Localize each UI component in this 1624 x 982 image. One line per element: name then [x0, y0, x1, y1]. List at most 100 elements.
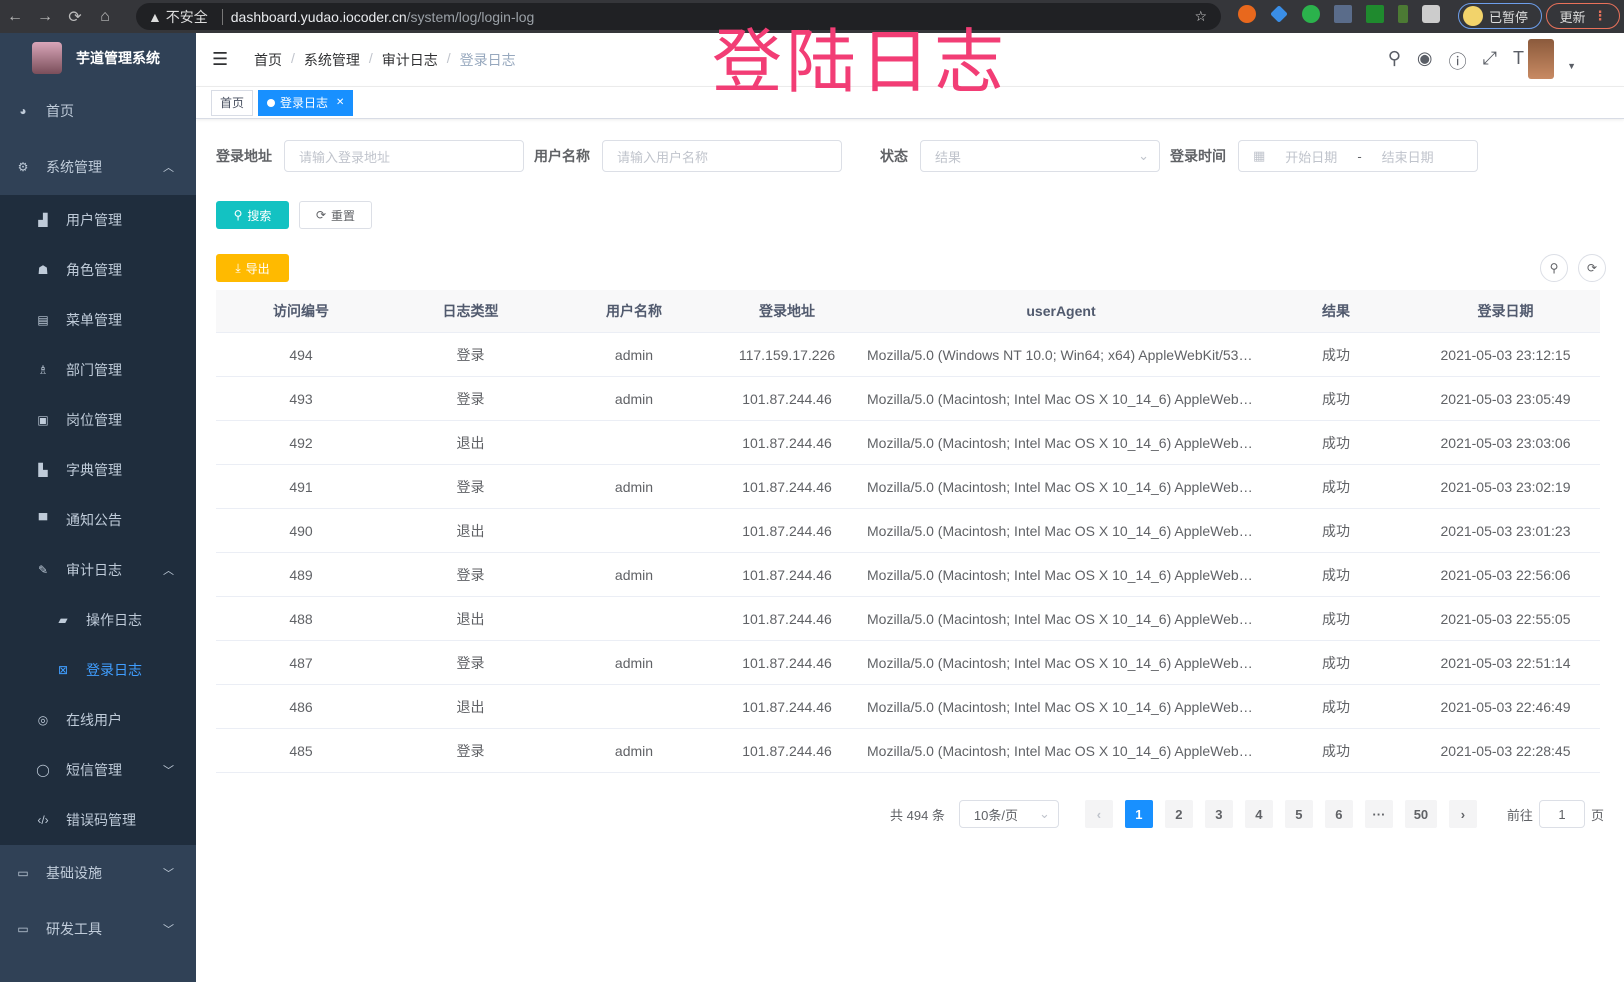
sidebar-item-login-log[interactable]: ⊠ 登录日志: [0, 645, 196, 695]
next-page-button[interactable]: ›: [1448, 800, 1477, 828]
github-icon[interactable]: ◉: [1416, 48, 1433, 68]
extension-icon[interactable]: [1302, 5, 1320, 23]
chevron-down-icon: ⌄: [1039, 806, 1050, 821]
page-button[interactable]: 4: [1244, 800, 1273, 828]
table-cell: 2021-05-03 22:46:49: [1440, 698, 1571, 715]
sidebar-item-dept[interactable]: ♗ 部门管理: [0, 345, 196, 395]
back-icon[interactable]: ←: [7, 7, 23, 25]
sidebar-item-home[interactable]: ◕ 首页: [0, 83, 196, 139]
table-row: 487 登录 admin 101.87.244.46 Mozilla/5.0 (Maci…: [216, 641, 1600, 685]
hamburger-icon[interactable]: ☰: [212, 49, 229, 69]
search-button[interactable]: ⚲ 搜索: [216, 201, 289, 229]
sidebar-item-operate-log[interactable]: ▰ 操作日志: [0, 595, 196, 645]
address-bar[interactable]: ▲ 不安全 dashboard.yudao.iocoder.cn/system/…: [136, 3, 1221, 30]
extension-icon[interactable]: [1398, 5, 1408, 23]
forward-icon[interactable]: →: [37, 7, 53, 25]
page-button[interactable]: 5: [1284, 800, 1313, 828]
username-input[interactable]: 请输入用户名称: [602, 140, 842, 172]
more-pages-button[interactable]: ···: [1364, 800, 1393, 828]
breadcrumb-item[interactable]: 审计日志: [381, 51, 438, 68]
fullscreen-icon[interactable]: ⤢: [1482, 48, 1497, 68]
sidebar-item-error-code[interactable]: ‹/› 错误码管理: [0, 795, 196, 845]
sidebar-item-menu[interactable]: ▤ 菜单管理: [0, 295, 196, 345]
profile-button[interactable]: 已暂停: [1458, 3, 1542, 29]
table-row: 489 登录 admin 101.87.244.46 Mozilla/5.0 (Maci…: [216, 553, 1600, 597]
search-icon[interactable]: ⚲: [1387, 48, 1401, 68]
table-cell: Mozilla/5.0 (Windows NT 10.0; Win64; x64…: [867, 346, 1261, 363]
table-cell: 2021-05-03 23:03:06: [1440, 434, 1571, 451]
logo-title: 芋道管理系统: [76, 50, 160, 66]
extension-icon[interactable]: [1238, 5, 1256, 23]
table-header: 访问编号 日志类型 用户名称 登录地址 userAgent 结果 登录日期: [216, 290, 1600, 333]
breadcrumb-item[interactable]: 首页: [254, 51, 282, 68]
sidebar-item-dict[interactable]: ▙ 字典管理: [0, 445, 196, 495]
placeholder: 请输入登录地址: [299, 149, 391, 165]
profile-status: 已暂停: [1489, 9, 1529, 25]
bookmark-star-icon[interactable]: ☆: [1194, 8, 1207, 24]
chevron-up-icon: ︿: [163, 162, 174, 174]
extension-icon[interactable]: [1334, 5, 1352, 23]
logo[interactable]: 芋道管理系统: [0, 33, 196, 83]
extension-icon[interactable]: [1366, 5, 1384, 23]
table-cell: 成功: [1322, 698, 1350, 715]
font-size-icon[interactable]: T: [1513, 48, 1524, 68]
table-cell: admin: [614, 346, 654, 363]
table-row: 488 退出 101.87.244.46 Mozilla/5.0 (Macintosh…: [216, 597, 1600, 641]
profile-avatar: [1463, 6, 1483, 26]
sidebar: 芋道管理系统 ◕ 首页 ⚙ 系统管理 ︿ ▟ 用户管理 ☗ 角色管理 ▤ 菜单管理 ♗ 部门管…: [0, 33, 196, 982]
page-size-select[interactable]: 10条/页 ⌄: [958, 800, 1059, 828]
calendar-icon: ▦: [1253, 148, 1266, 163]
date-range-picker[interactable]: ▦ 开始日期 - 结束日期: [1238, 140, 1478, 172]
page-button[interactable]: 6: [1324, 800, 1353, 828]
table-cell: 成功: [1322, 434, 1350, 451]
page-button[interactable]: 50: [1404, 800, 1437, 828]
avatar[interactable]: [1528, 39, 1554, 79]
monitor-icon: ▭: [17, 866, 29, 880]
active-dot: [267, 98, 276, 107]
refresh-button[interactable]: ⟳: [1578, 254, 1606, 282]
navbar-actions: ⚲ ◉ ⓘ ⤢ T: [1388, 48, 1524, 74]
sidebar-item-user[interactable]: ▟ 用户管理: [0, 195, 196, 245]
export-button[interactable]: ⤓ 导出: [216, 254, 289, 282]
sidebar-item-infra[interactable]: ▭ 基础设施 ﹀: [0, 845, 196, 901]
status-select[interactable]: 结果 ⌄: [920, 140, 1160, 172]
login-addr-input[interactable]: 请输入登录地址: [284, 140, 524, 172]
update-button[interactable]: 更新 ⋮: [1546, 3, 1620, 29]
sidebar-item-role[interactable]: ☗ 角色管理: [0, 245, 196, 295]
sidebar-item-post[interactable]: ▣ 岗位管理: [0, 395, 196, 445]
home-icon[interactable]: ⌂: [100, 7, 110, 25]
close-icon[interactable]: ✕: [336, 97, 345, 108]
caret-down-icon[interactable]: ▼: [1567, 61, 1576, 71]
reset-button[interactable]: ⟳ 重置: [299, 201, 372, 229]
extensions: [1238, 5, 1440, 23]
sidebar-item-system[interactable]: ⚙ 系统管理 ︿: [0, 139, 196, 195]
column-header: 访问编号: [273, 303, 329, 319]
toggle-search-button[interactable]: ⚲: [1540, 254, 1568, 282]
prev-page-button[interactable]: ‹: [1084, 800, 1113, 828]
search-icon: ⚲: [1549, 261, 1559, 275]
table-row: 485 登录 admin 101.87.244.46 Mozilla/5.0 (Maci…: [216, 729, 1600, 773]
tags-view: 首页 登录日志 ✕: [196, 87, 1624, 119]
sidebar-item-audit-log[interactable]: ✎ 审计日志 ︿: [0, 545, 196, 595]
page-button[interactable]: 1: [1124, 800, 1153, 828]
goto-page-input[interactable]: 1: [1538, 800, 1585, 828]
tag-login-log[interactable]: 登录日志 ✕: [258, 89, 354, 116]
range-separator: -: [1357, 148, 1362, 164]
tag-home[interactable]: 首页: [211, 89, 254, 116]
table-cell: admin: [614, 478, 654, 495]
table-cell: 成功: [1322, 742, 1350, 759]
breadcrumb-item[interactable]: 系统管理: [303, 51, 360, 68]
reload-icon[interactable]: ⟳: [68, 8, 82, 26]
page-button[interactable]: 3: [1204, 800, 1233, 828]
question-icon[interactable]: ⓘ: [1448, 52, 1467, 72]
label: 菜单管理: [66, 312, 122, 328]
chevron-down-icon: ﹀: [163, 868, 174, 880]
page-button[interactable]: 2: [1164, 800, 1193, 828]
sidebar-item-online[interactable]: ◎ 在线用户: [0, 695, 196, 745]
puzzle-icon[interactable]: [1422, 5, 1440, 23]
table-cell: Mozilla/5.0 (Macintosh; Intel Mac OS X 1…: [867, 434, 1261, 451]
sidebar-item-notice[interactable]: ▀ 通知公告: [0, 495, 196, 545]
sidebar-item-sms[interactable]: ◯ 短信管理 ﹀: [0, 745, 196, 795]
extension-icon[interactable]: [1270, 5, 1288, 23]
sidebar-item-tool[interactable]: ▭ 研发工具 ﹀: [0, 901, 196, 957]
